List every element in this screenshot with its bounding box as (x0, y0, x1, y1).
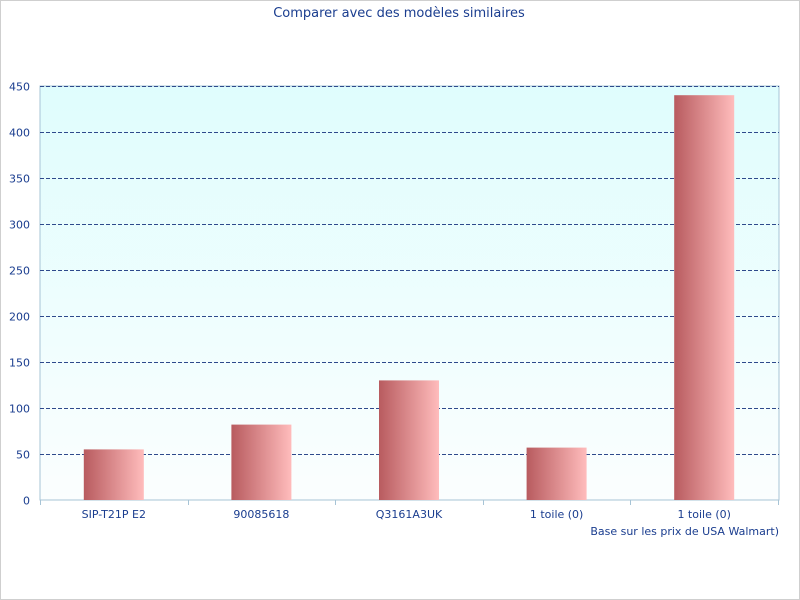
y-tick-label: 350 (9, 173, 30, 186)
bar (674, 95, 735, 500)
bar (231, 424, 292, 500)
bar (526, 447, 587, 500)
y-tick-label: 400 (9, 127, 30, 140)
x-tick-label: 1 toile (0) (530, 508, 584, 521)
x-axis: SIP-T21P E2 90085618 Q3161A3UK 1 toile (0) 1… (40, 500, 779, 521)
x-tick-label: Q3161A3UK (376, 508, 443, 521)
y-tick-label: 100 (9, 403, 30, 416)
chart-title: Comparer avec des modèles similaires (273, 6, 525, 21)
y-tick-label: 0 (23, 495, 30, 508)
bar (379, 380, 439, 500)
y-tick-label: 200 (9, 311, 30, 324)
x-tick-label: SIP-T21P E2 (82, 508, 146, 521)
price-source-note: Base sur les prix de USA Walmart) (590, 525, 779, 538)
x-tick-label: 1 toile (0) (677, 508, 731, 521)
bars (83, 95, 735, 500)
y-tick-label: 150 (9, 357, 30, 370)
x-tick-label: 90085618 (233, 508, 289, 521)
bar (83, 449, 144, 500)
y-tick-label: 450 (9, 81, 30, 94)
y-tick-label: 250 (9, 265, 30, 278)
y-axis: 0 50 100 150 200 250 300 350 400 450 (9, 81, 30, 508)
y-tick-label: 300 (9, 219, 30, 232)
y-tick-label: 50 (16, 449, 30, 462)
